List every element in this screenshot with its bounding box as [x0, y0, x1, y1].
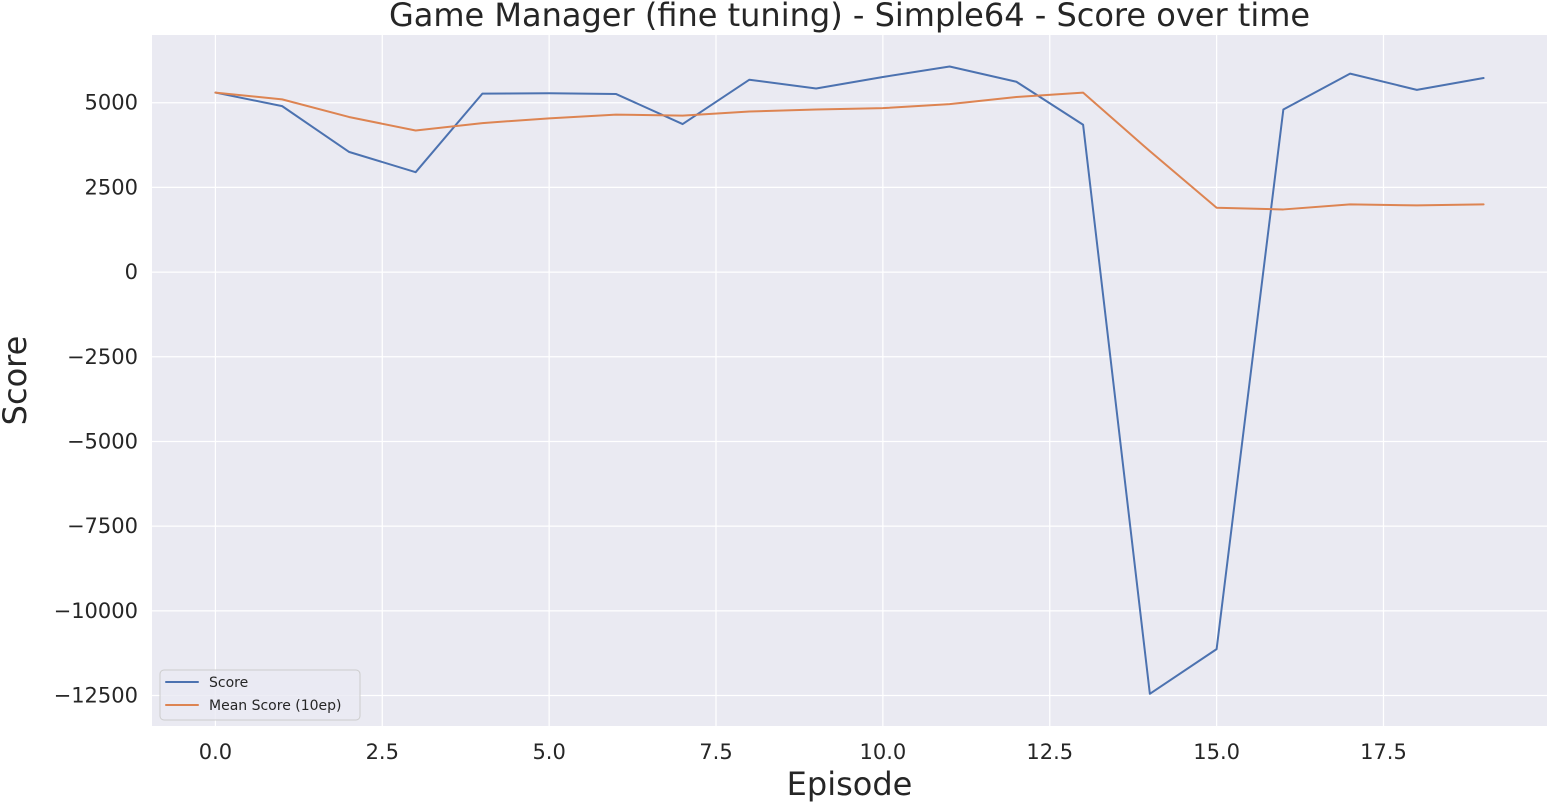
y-tick-label: 2500	[85, 175, 138, 199]
series-lines	[214, 65, 1485, 695]
y-tick-label: −2500	[67, 345, 138, 369]
y-tick-label: −5000	[67, 429, 138, 453]
x-tick-label: 15.0	[1193, 740, 1240, 764]
chart-title: Game Manager (fine tuning) - Simple64 - …	[389, 0, 1310, 34]
y-axis-title: Score	[0, 336, 34, 426]
y-tick-label: −10000	[54, 599, 138, 623]
series-line-mean-score	[214, 91, 1485, 211]
x-tick-label: 0.0	[199, 740, 232, 764]
x-tick-label: 7.5	[699, 740, 732, 764]
x-tick-label: 17.5	[1360, 740, 1407, 764]
x-tick-label: 12.5	[1026, 740, 1073, 764]
x-tick-label: 5.0	[532, 740, 565, 764]
y-tick-label: −7500	[67, 514, 138, 538]
y-tick-label: −12500	[54, 684, 138, 708]
legend-label-mean-score: Mean Score (10ep)	[209, 698, 342, 714]
x-axis-title: Episode	[787, 765, 913, 803]
plot-area	[152, 35, 1547, 726]
legend-label-score: Score	[209, 675, 248, 691]
grid	[152, 35, 1547, 726]
x-tick-label: 2.5	[366, 740, 399, 764]
legend-box	[159, 669, 361, 721]
x-tick-labels: 0.0 2.5 5.0 7.5 10.0 12.5 15.0 17.5	[199, 740, 1407, 764]
y-tick-label: 5000	[85, 91, 138, 115]
y-tick-label: 0	[125, 260, 138, 284]
legend: Score Mean Score (10ep)	[159, 669, 361, 721]
x-tick-label: 10.0	[859, 740, 906, 764]
y-tick-labels: 5000 2500 0 −2500 −5000 −7500 −10000 −12500	[54, 91, 138, 708]
series-line-score	[214, 65, 1485, 695]
